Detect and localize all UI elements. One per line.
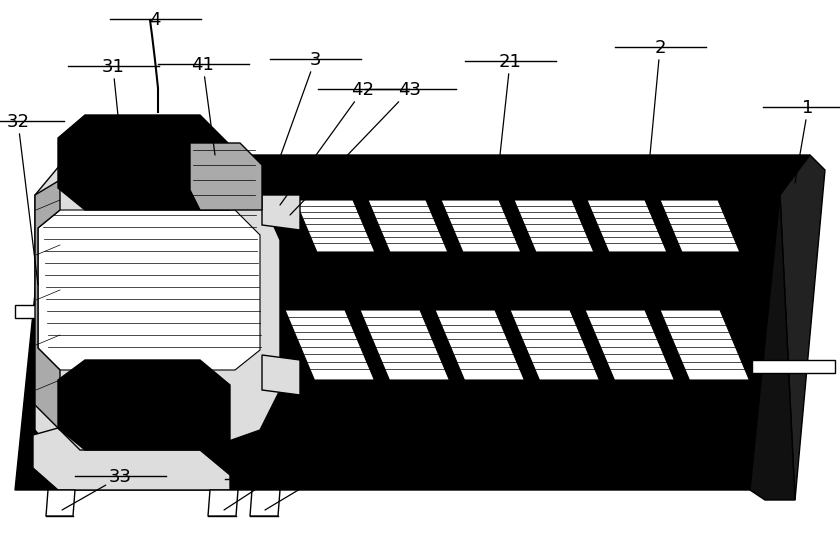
Polygon shape [435, 310, 524, 380]
Polygon shape [441, 200, 521, 252]
Polygon shape [35, 165, 280, 460]
Polygon shape [368, 200, 448, 252]
Text: 21: 21 [499, 53, 522, 155]
Polygon shape [58, 360, 230, 450]
Polygon shape [262, 355, 300, 395]
Polygon shape [585, 310, 675, 380]
Text: 41: 41 [192, 56, 215, 155]
Polygon shape [285, 310, 375, 380]
Text: 4: 4 [150, 11, 160, 29]
Polygon shape [262, 195, 300, 230]
Polygon shape [250, 490, 280, 516]
Text: 33: 33 [62, 468, 132, 510]
Polygon shape [750, 195, 795, 500]
Text: 3: 3 [270, 51, 321, 185]
Polygon shape [752, 360, 835, 373]
Polygon shape [510, 310, 600, 380]
Polygon shape [15, 195, 780, 490]
Polygon shape [587, 200, 667, 252]
Text: 42: 42 [280, 81, 375, 205]
Polygon shape [33, 428, 230, 490]
Polygon shape [660, 310, 749, 380]
Text: 44: 44 [265, 471, 327, 510]
Polygon shape [780, 155, 825, 500]
Polygon shape [360, 310, 449, 380]
Text: 1: 1 [795, 99, 814, 183]
Text: 32: 32 [7, 113, 38, 285]
Polygon shape [46, 490, 75, 516]
Polygon shape [35, 180, 60, 430]
Text: 2: 2 [650, 39, 666, 155]
Text: 34: 34 [224, 471, 281, 510]
Polygon shape [58, 115, 230, 210]
Polygon shape [45, 155, 810, 195]
Polygon shape [514, 200, 594, 252]
Text: 31: 31 [102, 58, 124, 135]
Text: 43: 43 [290, 81, 422, 215]
Polygon shape [208, 490, 238, 516]
Polygon shape [660, 200, 740, 252]
Polygon shape [295, 200, 375, 252]
Polygon shape [190, 143, 262, 210]
Polygon shape [15, 305, 60, 318]
Polygon shape [38, 210, 260, 370]
